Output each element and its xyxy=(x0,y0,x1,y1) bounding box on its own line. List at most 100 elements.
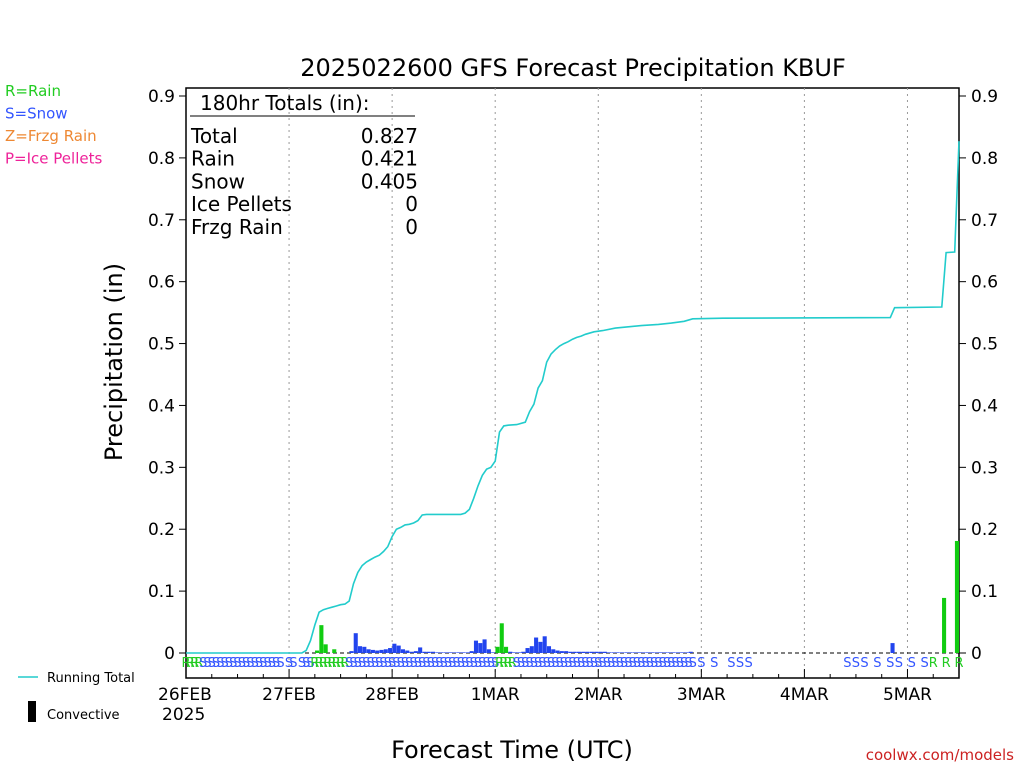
type-char: S xyxy=(203,656,211,671)
precip-bar xyxy=(482,639,487,653)
type-char: S xyxy=(474,656,482,671)
type-char: S xyxy=(397,656,405,671)
type-char: S xyxy=(242,656,250,671)
type-char: S xyxy=(306,656,314,671)
type-char: S xyxy=(581,656,589,671)
type-char: S xyxy=(616,656,624,671)
precip-bar xyxy=(486,649,491,653)
precip-bar xyxy=(662,652,667,653)
y-axis-right: 0 0.1 0.2 0.3 0.4 0.5 0.6 0.7 0.8 0.9 xyxy=(959,87,998,664)
source-credit: coolwx.com/models xyxy=(866,746,1014,764)
precip-bar xyxy=(430,651,436,653)
type-char: S xyxy=(409,656,417,671)
y-axis-label: Precipitation (in) xyxy=(100,263,128,461)
type-char: R xyxy=(504,656,513,671)
type-char: S xyxy=(379,656,387,671)
type-char: R xyxy=(310,656,319,671)
type-char: S xyxy=(444,656,452,671)
type-char: S xyxy=(555,656,563,671)
precip-bar xyxy=(615,652,620,653)
type-char: S xyxy=(276,656,284,671)
precip-bar xyxy=(452,652,457,653)
precip-bar xyxy=(473,640,479,653)
precip-bar xyxy=(370,649,375,653)
precip-bar xyxy=(534,637,539,653)
x-tick-label: 5MAR xyxy=(883,685,932,705)
type-char: S xyxy=(302,656,310,671)
type-char: S xyxy=(272,656,280,671)
precip-bar xyxy=(954,540,959,653)
type-char: S xyxy=(667,656,675,671)
type-char: S xyxy=(405,656,413,671)
type-char: S xyxy=(465,656,473,671)
y-tick-label: 0.8 xyxy=(148,149,175,169)
type-char: S xyxy=(680,656,688,671)
precip-bar xyxy=(658,652,663,653)
precip-bar xyxy=(559,651,564,653)
type-char: S xyxy=(259,656,267,671)
type-char: S xyxy=(216,656,224,671)
x-tick-label: 26FEB xyxy=(158,685,212,705)
y-tick-label-right: 0.9 xyxy=(971,87,998,107)
type-char: S xyxy=(461,656,469,671)
type-char: S xyxy=(354,656,362,671)
type-char: S xyxy=(671,656,679,671)
precip-bar xyxy=(671,652,676,653)
type-char: S xyxy=(375,656,383,671)
type-char: S xyxy=(684,656,692,671)
type-char: S xyxy=(551,656,559,671)
type-char: R xyxy=(495,656,504,671)
type-char: S xyxy=(345,656,353,671)
type-char: S xyxy=(590,656,598,671)
precip-bar xyxy=(469,651,474,653)
totals-row-label: Snow xyxy=(191,169,245,193)
type-char: S xyxy=(285,656,293,671)
type-char: S xyxy=(573,656,581,671)
precip-bar xyxy=(619,652,625,653)
type-char: S xyxy=(268,656,276,671)
legend-item: S=Snow xyxy=(5,105,68,123)
totals-row-value: 0.405 xyxy=(361,169,418,193)
y-tick-label-right: 0.5 xyxy=(971,335,998,355)
y-tick-label: 0.4 xyxy=(148,396,175,416)
precip-bar xyxy=(439,652,444,653)
type-char: S xyxy=(358,656,366,671)
y-tick-label: 0.3 xyxy=(148,458,175,478)
precip-bar xyxy=(667,652,672,653)
type-char: S xyxy=(624,656,632,671)
type-char: R xyxy=(942,656,951,671)
precip-bar xyxy=(538,641,543,653)
type-char: R xyxy=(319,656,328,671)
precip-bar xyxy=(688,651,693,653)
precip-bar xyxy=(555,650,560,653)
type-char: S xyxy=(603,656,611,671)
precip-bar xyxy=(499,623,504,653)
type-char: S xyxy=(427,656,435,671)
y-tick-label-right: 0.2 xyxy=(971,520,998,540)
precip-bar xyxy=(504,646,509,653)
precip-bar xyxy=(594,651,599,653)
precip-bar xyxy=(568,651,573,653)
precip-bar xyxy=(508,651,513,653)
precip-bar xyxy=(478,643,483,653)
totals-row-value: 0 xyxy=(405,192,418,216)
y-tick-label: 0.5 xyxy=(148,335,175,355)
type-char: S xyxy=(641,656,649,671)
type-char: S xyxy=(513,656,521,671)
legend-item: P=Ice Pellets xyxy=(5,150,102,168)
precip-bar xyxy=(637,652,642,653)
type-char: S xyxy=(521,656,529,671)
type-char: S xyxy=(199,656,207,671)
type-char: S xyxy=(568,656,576,671)
legend: R=Rain S=Snow Z=Frzg Rain P=Ice Pellets xyxy=(5,82,102,168)
precip-bar xyxy=(521,651,526,653)
type-char: S xyxy=(607,656,615,671)
precip-bar xyxy=(392,643,397,653)
precip-bar xyxy=(611,652,616,653)
precip-bar xyxy=(465,652,470,653)
type-char: S xyxy=(586,656,594,671)
type-char: S xyxy=(921,656,929,671)
type-char: R xyxy=(340,656,349,671)
precip-bar xyxy=(357,646,363,653)
